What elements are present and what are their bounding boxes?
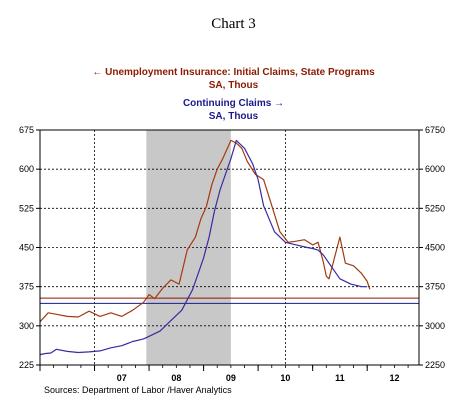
y-left-tick-label: 225 — [19, 360, 34, 370]
y-left-tick-label: 525 — [19, 203, 34, 213]
y-left-tick-label: 375 — [19, 282, 34, 292]
legend-initial-claims-units: SA, Thous — [208, 80, 259, 91]
x-tick-label: 07 — [117, 373, 127, 383]
x-tick-label: 10 — [280, 373, 290, 383]
y-left-tick-label: 600 — [19, 164, 34, 174]
legend-initial-claims-label: Unemployment Insurance: Initial Claims, … — [105, 67, 375, 78]
x-tick-label: 12 — [389, 373, 399, 383]
x-tick-label: 11 — [335, 373, 345, 383]
y-right-tick-label: 6000 — [425, 164, 445, 174]
y-left-tick-label: 300 — [19, 321, 34, 331]
x-tick-label: 08 — [171, 373, 181, 383]
series-continuing-claims — [39, 139, 368, 356]
legend-continuing-claims: Continuing Claims → — [0, 97, 467, 110]
y-left-tick-label: 450 — [19, 243, 34, 253]
series-initial-claims — [39, 139, 371, 323]
left-arrow-icon: ← — [92, 67, 103, 78]
legend-initial-claims: ← Unemployment Insurance: Initial Claims… — [0, 66, 467, 79]
y-right-tick-label: 3000 — [425, 321, 445, 331]
legend-continuing-claims-label: Continuing Claims — [182, 98, 272, 109]
y-right-tick-label: 3750 — [425, 282, 445, 292]
y-left-tick-label: 675 — [19, 125, 34, 135]
right-arrow-icon: → — [274, 98, 285, 109]
chart-title: Chart 3 — [211, 16, 256, 32]
x-tick-label: 09 — [226, 373, 236, 383]
chart-source: Sources: Department of Labor /Haver Anal… — [44, 385, 232, 395]
y-right-tick-label: 5250 — [425, 203, 445, 213]
y-right-tick-label: 2250 — [425, 360, 445, 370]
legend-continuing-claims-units: SA, Thous — [208, 111, 259, 122]
y-right-tick-label: 6750 — [425, 125, 445, 135]
y-right-tick-label: 4500 — [425, 243, 445, 253]
